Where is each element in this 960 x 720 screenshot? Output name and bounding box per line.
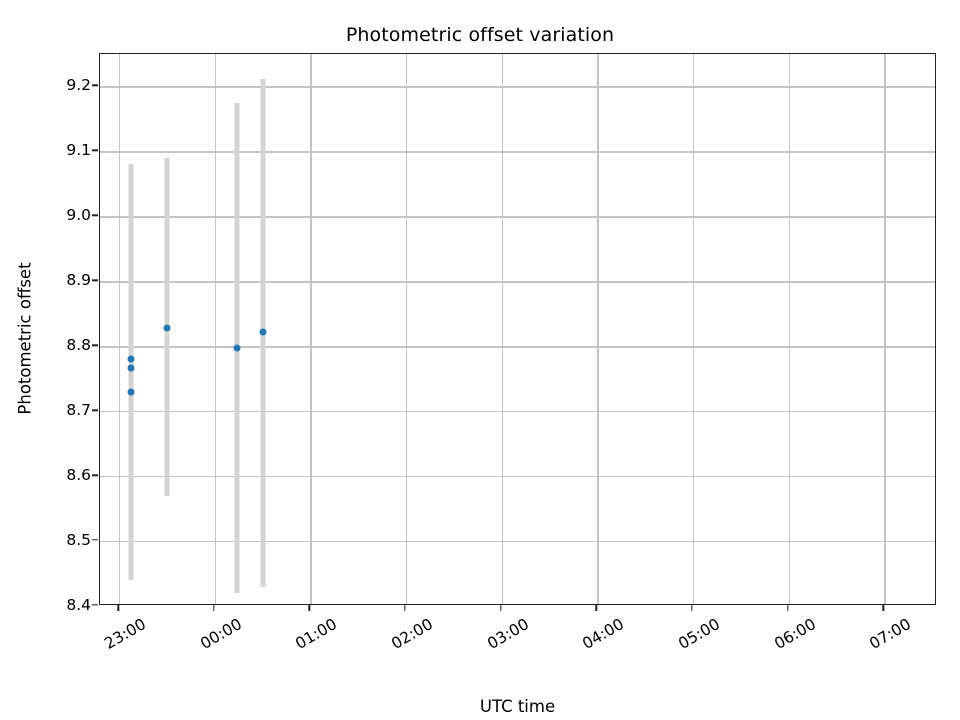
y-tick-mark — [92, 344, 98, 346]
gridline-horizontal — [100, 86, 935, 88]
y-tick-label: 8.9 — [66, 271, 91, 290]
x-tick-mark — [787, 605, 789, 611]
data-point — [233, 344, 241, 352]
y-tick-label: 8.4 — [66, 596, 91, 614]
gridline-vertical — [693, 54, 695, 604]
gridline-vertical — [214, 54, 217, 604]
y-tick-mark — [92, 214, 98, 217]
grid-layer — [100, 54, 935, 604]
x-tick-label: 23:00 — [101, 615, 150, 653]
y-tick-mark — [92, 149, 98, 152]
data-point — [163, 324, 171, 332]
data-layer — [100, 54, 935, 604]
gridline-vertical — [310, 54, 312, 604]
gridline-vertical — [788, 54, 791, 604]
x-tick-mark — [404, 605, 406, 611]
y-tick-label: 8.7 — [66, 401, 91, 420]
x-tick-label: 04:00 — [579, 615, 628, 653]
error-bar — [128, 164, 134, 580]
x-tick-mark — [308, 605, 311, 611]
x-tick-label: 02:00 — [388, 615, 437, 653]
gridline-vertical — [597, 54, 599, 604]
y-tick-mark — [92, 409, 98, 411]
x-tick-label: 05:00 — [675, 615, 724, 653]
gridline-vertical — [406, 54, 408, 604]
gridline-horizontal — [100, 411, 935, 413]
y-tick-label: 9.2 — [66, 76, 91, 95]
data-point — [127, 388, 135, 396]
gridline-horizontal — [100, 476, 935, 478]
gridline-vertical — [884, 54, 886, 604]
x-tick-mark — [500, 605, 502, 611]
data-point — [127, 355, 135, 363]
x-tick-label: 03:00 — [484, 615, 532, 653]
x-axis-tick-labels: 23:00 00:00 01:00 02:00 03:00 04:00 05:00 06:00… — [99, 605, 936, 685]
gridline-horizontal — [100, 541, 935, 543]
data-point — [259, 328, 267, 336]
data-point — [127, 364, 135, 372]
x-tick-label: 00:00 — [197, 615, 245, 653]
gridline-horizontal — [100, 281, 935, 283]
y-tick-mark — [92, 279, 98, 281]
x-tick-label: 06:00 — [771, 615, 819, 653]
gridline-vertical — [501, 54, 504, 604]
y-tick-mark — [92, 539, 98, 541]
y-tick-label: 8.6 — [66, 466, 91, 485]
x-tick-mark — [882, 605, 885, 611]
y-tick-label: 9.0 — [66, 206, 91, 225]
y-tick-mark — [92, 84, 98, 87]
y-tick-mark — [92, 474, 98, 476]
x-tick-label: 01:00 — [292, 615, 341, 653]
x-tick-mark — [117, 605, 119, 611]
y-axis-label: Photometric offset — [15, 262, 35, 415]
y-axis-tick-labels: 8.4 8.5 8.6 8.7 8.8 8.9 9.0 9.1 9.2 — [33, 53, 91, 614]
x-axis-label: UTC time — [479, 697, 556, 716]
gridline-horizontal — [100, 151, 935, 153]
x-tick-mark — [595, 605, 598, 611]
gridline-horizontal — [100, 346, 935, 348]
plot-area — [99, 53, 936, 605]
y-tick-label: 9.1 — [66, 141, 91, 160]
gridline-horizontal — [100, 216, 935, 218]
x-tick-label: 07:00 — [866, 615, 915, 653]
x-tick-mark — [213, 605, 215, 611]
y-tick-label: 8.5 — [66, 531, 91, 550]
y-tick-label: 8.8 — [66, 336, 91, 355]
x-tick-mark — [691, 605, 693, 611]
y-tick-mark — [92, 604, 98, 606]
gridline-vertical — [119, 54, 121, 604]
chart-title: Photometric offset variation — [345, 24, 615, 46]
